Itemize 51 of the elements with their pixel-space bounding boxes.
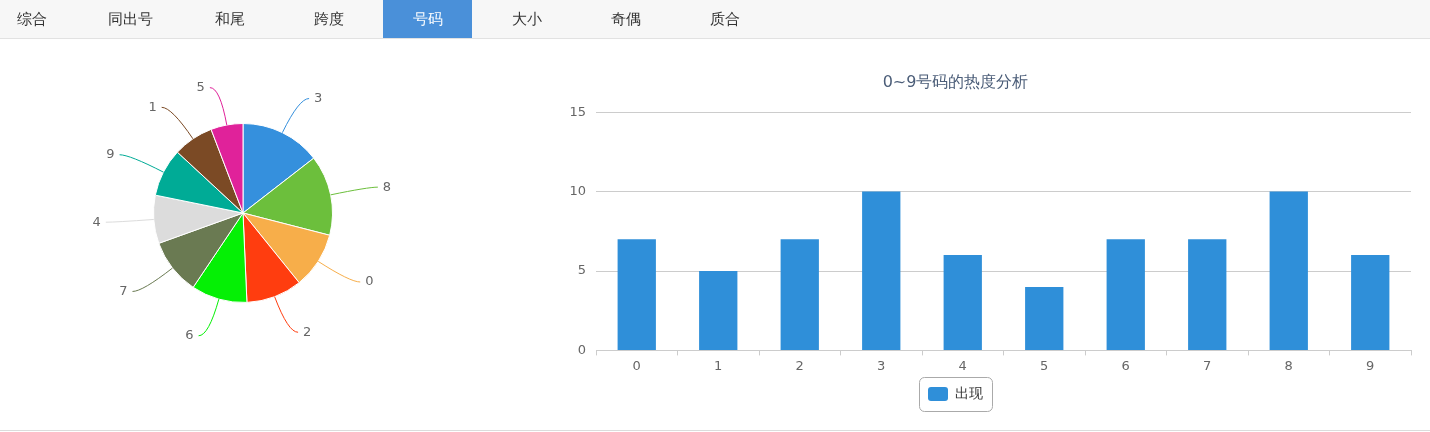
slice-label: 5 bbox=[196, 78, 205, 94]
bar bbox=[699, 271, 738, 350]
x-tick-label: 7 bbox=[1203, 357, 1212, 373]
bar bbox=[1269, 191, 1308, 350]
tab[interactable]: 同出号 bbox=[86, 0, 175, 38]
slice-label: 4 bbox=[92, 213, 101, 229]
y-tick-label: 0 bbox=[577, 341, 586, 357]
bar bbox=[862, 191, 901, 350]
y-tick-label: 5 bbox=[577, 262, 586, 278]
bar bbox=[1025, 286, 1064, 350]
y-tick-label: 15 bbox=[569, 103, 586, 119]
x-tick-label: 6 bbox=[1121, 357, 1130, 373]
x-tick-label: 8 bbox=[1284, 357, 1293, 373]
tab[interactable]: 大小 bbox=[482, 0, 571, 38]
category-label: 和尾 bbox=[214, 10, 245, 28]
x-tick-label: 2 bbox=[795, 357, 804, 373]
tab[interactable]: 奇偶 bbox=[581, 0, 670, 38]
tab[interactable]: 质合 bbox=[680, 0, 769, 38]
x-tick-label: 5 bbox=[1040, 357, 1049, 373]
slice-label: 6 bbox=[185, 327, 194, 343]
bar bbox=[1106, 239, 1145, 350]
category-label: 大小 bbox=[511, 10, 542, 28]
y-tick-label: 10 bbox=[569, 182, 586, 198]
slice-label: 8 bbox=[382, 178, 392, 194]
slice-label: 9 bbox=[106, 146, 115, 162]
category-label: 号码 bbox=[412, 10, 443, 28]
tab[interactable]: 跨度 bbox=[284, 0, 373, 38]
category-label: 同出号 bbox=[108, 10, 153, 28]
legend-label: 出现 bbox=[955, 384, 983, 401]
x-tick-label: 0 bbox=[632, 357, 641, 373]
bar bbox=[1351, 255, 1390, 350]
slice-label: 7 bbox=[119, 282, 128, 298]
category-label: 质合 bbox=[709, 10, 740, 28]
category-label: 综合 bbox=[16, 10, 47, 28]
slice-label: 1 bbox=[148, 98, 157, 114]
bar bbox=[1188, 239, 1227, 350]
chart-title: 0~9号码的热度分析 bbox=[882, 71, 1029, 91]
x-tick-label: 4 bbox=[958, 357, 967, 373]
category-label: 奇偶 bbox=[610, 10, 641, 28]
bar bbox=[617, 239, 656, 350]
bar bbox=[780, 239, 819, 350]
tab[interactable]: 综合 bbox=[0, 0, 76, 38]
bar bbox=[943, 255, 982, 350]
x-tick-label: 9 bbox=[1366, 357, 1375, 373]
category-label: 跨度 bbox=[313, 10, 344, 28]
slice-label: 0 bbox=[365, 273, 374, 289]
slice-label: 3 bbox=[314, 89, 323, 105]
slice-label: 2 bbox=[303, 323, 312, 339]
tab[interactable]: 和尾 bbox=[185, 0, 274, 38]
x-tick-label: 1 bbox=[714, 357, 723, 373]
x-tick-label: 3 bbox=[877, 357, 886, 373]
